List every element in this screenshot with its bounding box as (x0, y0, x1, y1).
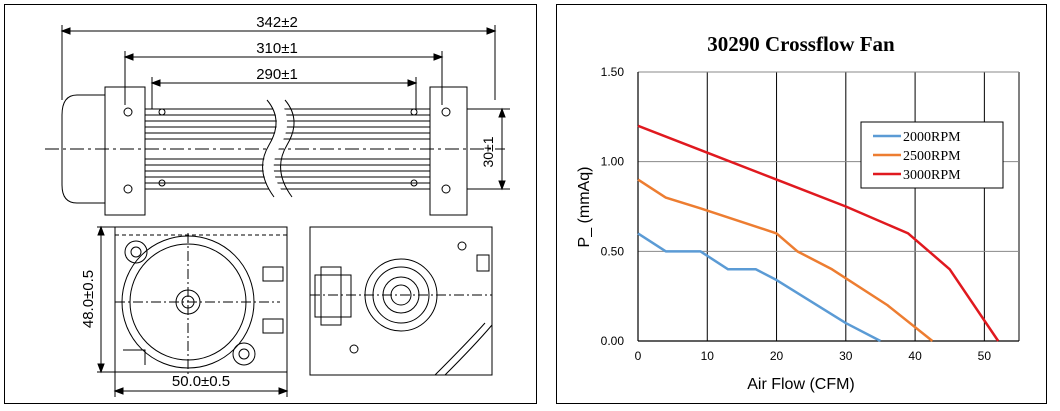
y-tick-label: 1.50 (601, 65, 625, 79)
legend-label: 2000RPM (903, 130, 961, 145)
series-line-2000RPM (637, 232, 882, 343)
legend-label: 2500RPM (903, 149, 961, 164)
x-tick-label: 40 (908, 349, 922, 363)
dim-height-label: 30±1 (480, 136, 496, 167)
dim-overall-label: 342±2 (256, 14, 298, 31)
y-tick-label: 0.50 (601, 244, 625, 258)
x-axis-label: Air Flow (CFM) (747, 376, 855, 393)
dimension-overall: 342±2 (60, 14, 497, 100)
fan-side-view: 48.0±0.5 50.0±0.5 (80, 225, 289, 397)
y-tick-label: 0.00 (601, 334, 625, 348)
y-tick-label: 1.00 (601, 155, 625, 169)
dim-mid-label: 310±1 (256, 40, 298, 57)
chart-panel: 30290 Crossflow Fan 0 10 20 30 40 50 0.00 0.50 1… (556, 4, 1047, 404)
dim-side-width-label: 50.0±0.5 (172, 373, 230, 390)
mechanical-drawing-panel: 342±2 310±1 290±1 (4, 4, 537, 404)
chart-axes: 0 10 20 30 40 50 0.00 0.50 1.00 1.50 (601, 65, 1019, 363)
series-line-3000RPM (637, 124, 1000, 342)
x-tick-label: 20 (770, 349, 784, 363)
y-axis-label: P_ (mmAq) (576, 167, 593, 248)
legend-label: 3000RPM (903, 168, 961, 183)
fan-rear-view (309, 226, 493, 376)
dimension-inner: 290±1 (150, 66, 418, 109)
chart-title: 30290 Crossflow Fan (707, 32, 895, 56)
fan-top-view (45, 86, 505, 216)
x-tick-label: 10 (701, 349, 715, 363)
x-tick-label: 30 (839, 349, 853, 363)
x-tick-label: 0 (635, 349, 642, 363)
chart-series (637, 124, 1000, 343)
dim-inner-label: 290±1 (256, 66, 298, 83)
dimension-height: 30±1 (467, 107, 510, 191)
x-tick-label: 50 (978, 349, 992, 363)
dimension-mid: 310±1 (123, 40, 444, 105)
fan-curve-chart: 30290 Crossflow Fan 0 10 20 30 40 50 0.00 0.50 1… (576, 32, 1020, 393)
chart-legend: 2000RPM 2500RPM 3000RPM (860, 121, 1004, 189)
series-line-2500RPM (637, 178, 934, 342)
dim-side-height-label: 48.0±0.5 (80, 270, 97, 328)
mechanical-drawing: 342±2 310±1 290±1 (45, 14, 510, 397)
